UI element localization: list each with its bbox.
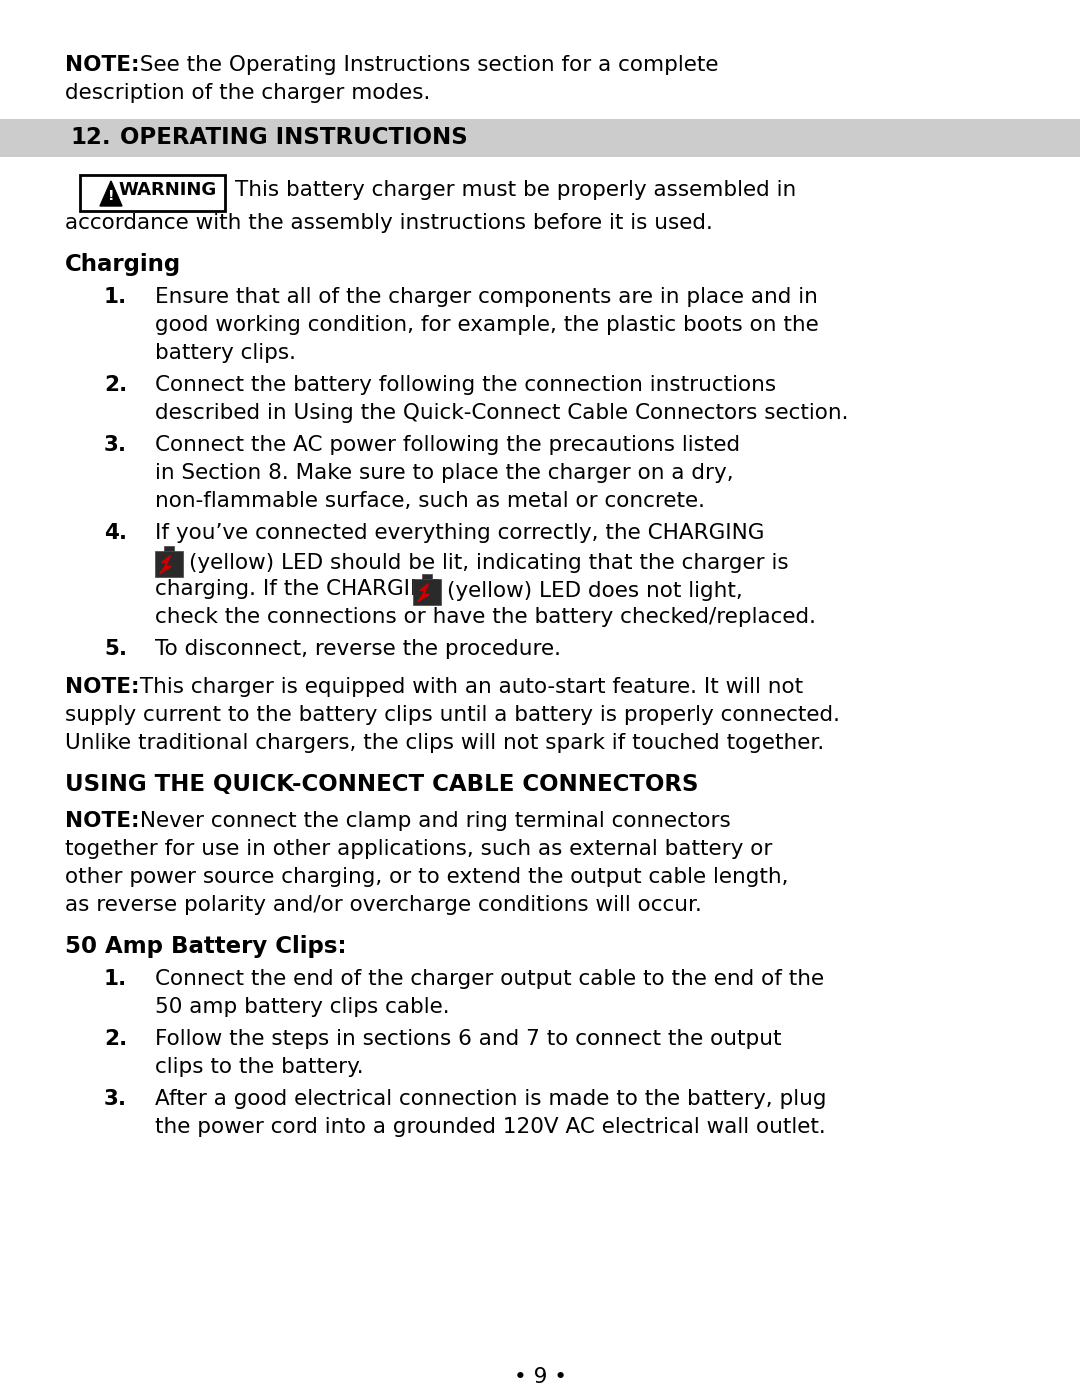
Text: WARNING: WARNING xyxy=(118,182,216,198)
Text: 50 amp battery clips cable.: 50 amp battery clips cable. xyxy=(156,997,449,1017)
Bar xyxy=(422,574,432,578)
Text: 2.: 2. xyxy=(104,374,127,395)
Bar xyxy=(156,550,183,577)
Text: 3.: 3. xyxy=(104,1090,127,1109)
Bar xyxy=(413,578,441,605)
Bar xyxy=(0,119,1080,156)
Text: Connect the end of the charger output cable to the end of the: Connect the end of the charger output ca… xyxy=(156,970,824,989)
Text: as reverse polarity and/or overcharge conditions will occur.: as reverse polarity and/or overcharge co… xyxy=(65,895,702,915)
Text: check the connections or have the battery checked/replaced.: check the connections or have the batter… xyxy=(156,608,816,627)
Text: Never connect the clamp and ring terminal connectors: Never connect the clamp and ring termina… xyxy=(133,812,731,831)
Text: (yellow) LED does not light,: (yellow) LED does not light, xyxy=(447,581,743,601)
Polygon shape xyxy=(418,584,429,602)
Text: 4.: 4. xyxy=(104,522,127,543)
Text: accordance with the assembly instructions before it is used.: accordance with the assembly instruction… xyxy=(65,212,713,233)
Text: in Section 8. Make sure to place the charger on a dry,: in Section 8. Make sure to place the cha… xyxy=(156,462,733,483)
Text: 50 Amp Battery Clips:: 50 Amp Battery Clips: xyxy=(65,935,347,958)
Text: charging. If the CHARGING: charging. If the CHARGING xyxy=(156,578,443,599)
Text: 12.: 12. xyxy=(70,126,110,149)
Text: Charging: Charging xyxy=(65,253,181,277)
Text: NOTE:: NOTE: xyxy=(65,54,139,75)
Text: After a good electrical connection is made to the battery, plug: After a good electrical connection is ma… xyxy=(156,1090,826,1109)
Text: 1.: 1. xyxy=(104,286,127,307)
Text: battery clips.: battery clips. xyxy=(156,344,296,363)
Text: !: ! xyxy=(108,189,114,203)
Text: To disconnect, reverse the procedure.: To disconnect, reverse the procedure. xyxy=(156,638,561,659)
Text: NOTE:: NOTE: xyxy=(65,678,139,697)
Text: This battery charger must be properly assembled in: This battery charger must be properly as… xyxy=(235,180,796,200)
Text: description of the charger modes.: description of the charger modes. xyxy=(65,82,430,103)
Text: Follow the steps in sections 6 and 7 to connect the output: Follow the steps in sections 6 and 7 to … xyxy=(156,1030,782,1049)
Text: described in Using the Quick-Connect Cable Connectors section.: described in Using the Quick-Connect Cab… xyxy=(156,402,849,423)
Text: (yellow) LED should be lit, indicating that the charger is: (yellow) LED should be lit, indicating t… xyxy=(189,553,788,573)
Text: 1.: 1. xyxy=(104,970,127,989)
Text: non-flammable surface, such as metal or concrete.: non-flammable surface, such as metal or … xyxy=(156,490,705,511)
Text: other power source charging, or to extend the output cable length,: other power source charging, or to exten… xyxy=(65,868,788,887)
Text: 5.: 5. xyxy=(104,638,127,659)
Text: This charger is equipped with an auto-start feature. It will not: This charger is equipped with an auto-st… xyxy=(133,678,804,697)
Polygon shape xyxy=(100,182,122,205)
Text: NOTE:: NOTE: xyxy=(65,812,139,831)
Text: OPERATING INSTRUCTIONS: OPERATING INSTRUCTIONS xyxy=(120,126,468,149)
Text: USING THE QUICK-CONNECT CABLE CONNECTORS: USING THE QUICK-CONNECT CABLE CONNECTORS xyxy=(65,773,699,796)
Text: See the Operating Instructions section for a complete: See the Operating Instructions section f… xyxy=(133,54,718,75)
Text: Connect the AC power following the precautions listed: Connect the AC power following the preca… xyxy=(156,434,740,455)
FancyBboxPatch shape xyxy=(80,175,225,211)
Text: 2.: 2. xyxy=(104,1030,127,1049)
Text: the power cord into a grounded 120V AC electrical wall outlet.: the power cord into a grounded 120V AC e… xyxy=(156,1118,826,1137)
Text: supply current to the battery clips until a battery is properly connected.: supply current to the battery clips unti… xyxy=(65,705,840,725)
Polygon shape xyxy=(160,556,172,574)
Text: Connect the battery following the connection instructions: Connect the battery following the connec… xyxy=(156,374,777,395)
Text: If you’ve connected everything correctly, the CHARGING: If you’ve connected everything correctly… xyxy=(156,522,765,543)
Text: together for use in other applications, such as external battery or: together for use in other applications, … xyxy=(65,840,772,859)
Text: good working condition, for example, the plastic boots on the: good working condition, for example, the… xyxy=(156,314,819,335)
Text: Ensure that all of the charger components are in place and in: Ensure that all of the charger component… xyxy=(156,286,818,307)
Text: clips to the battery.: clips to the battery. xyxy=(156,1058,364,1077)
Text: Unlike traditional chargers, the clips will not spark if touched together.: Unlike traditional chargers, the clips w… xyxy=(65,733,824,753)
Text: • 9 •: • 9 • xyxy=(513,1368,567,1387)
Text: 3.: 3. xyxy=(104,434,127,455)
Bar xyxy=(164,546,174,550)
